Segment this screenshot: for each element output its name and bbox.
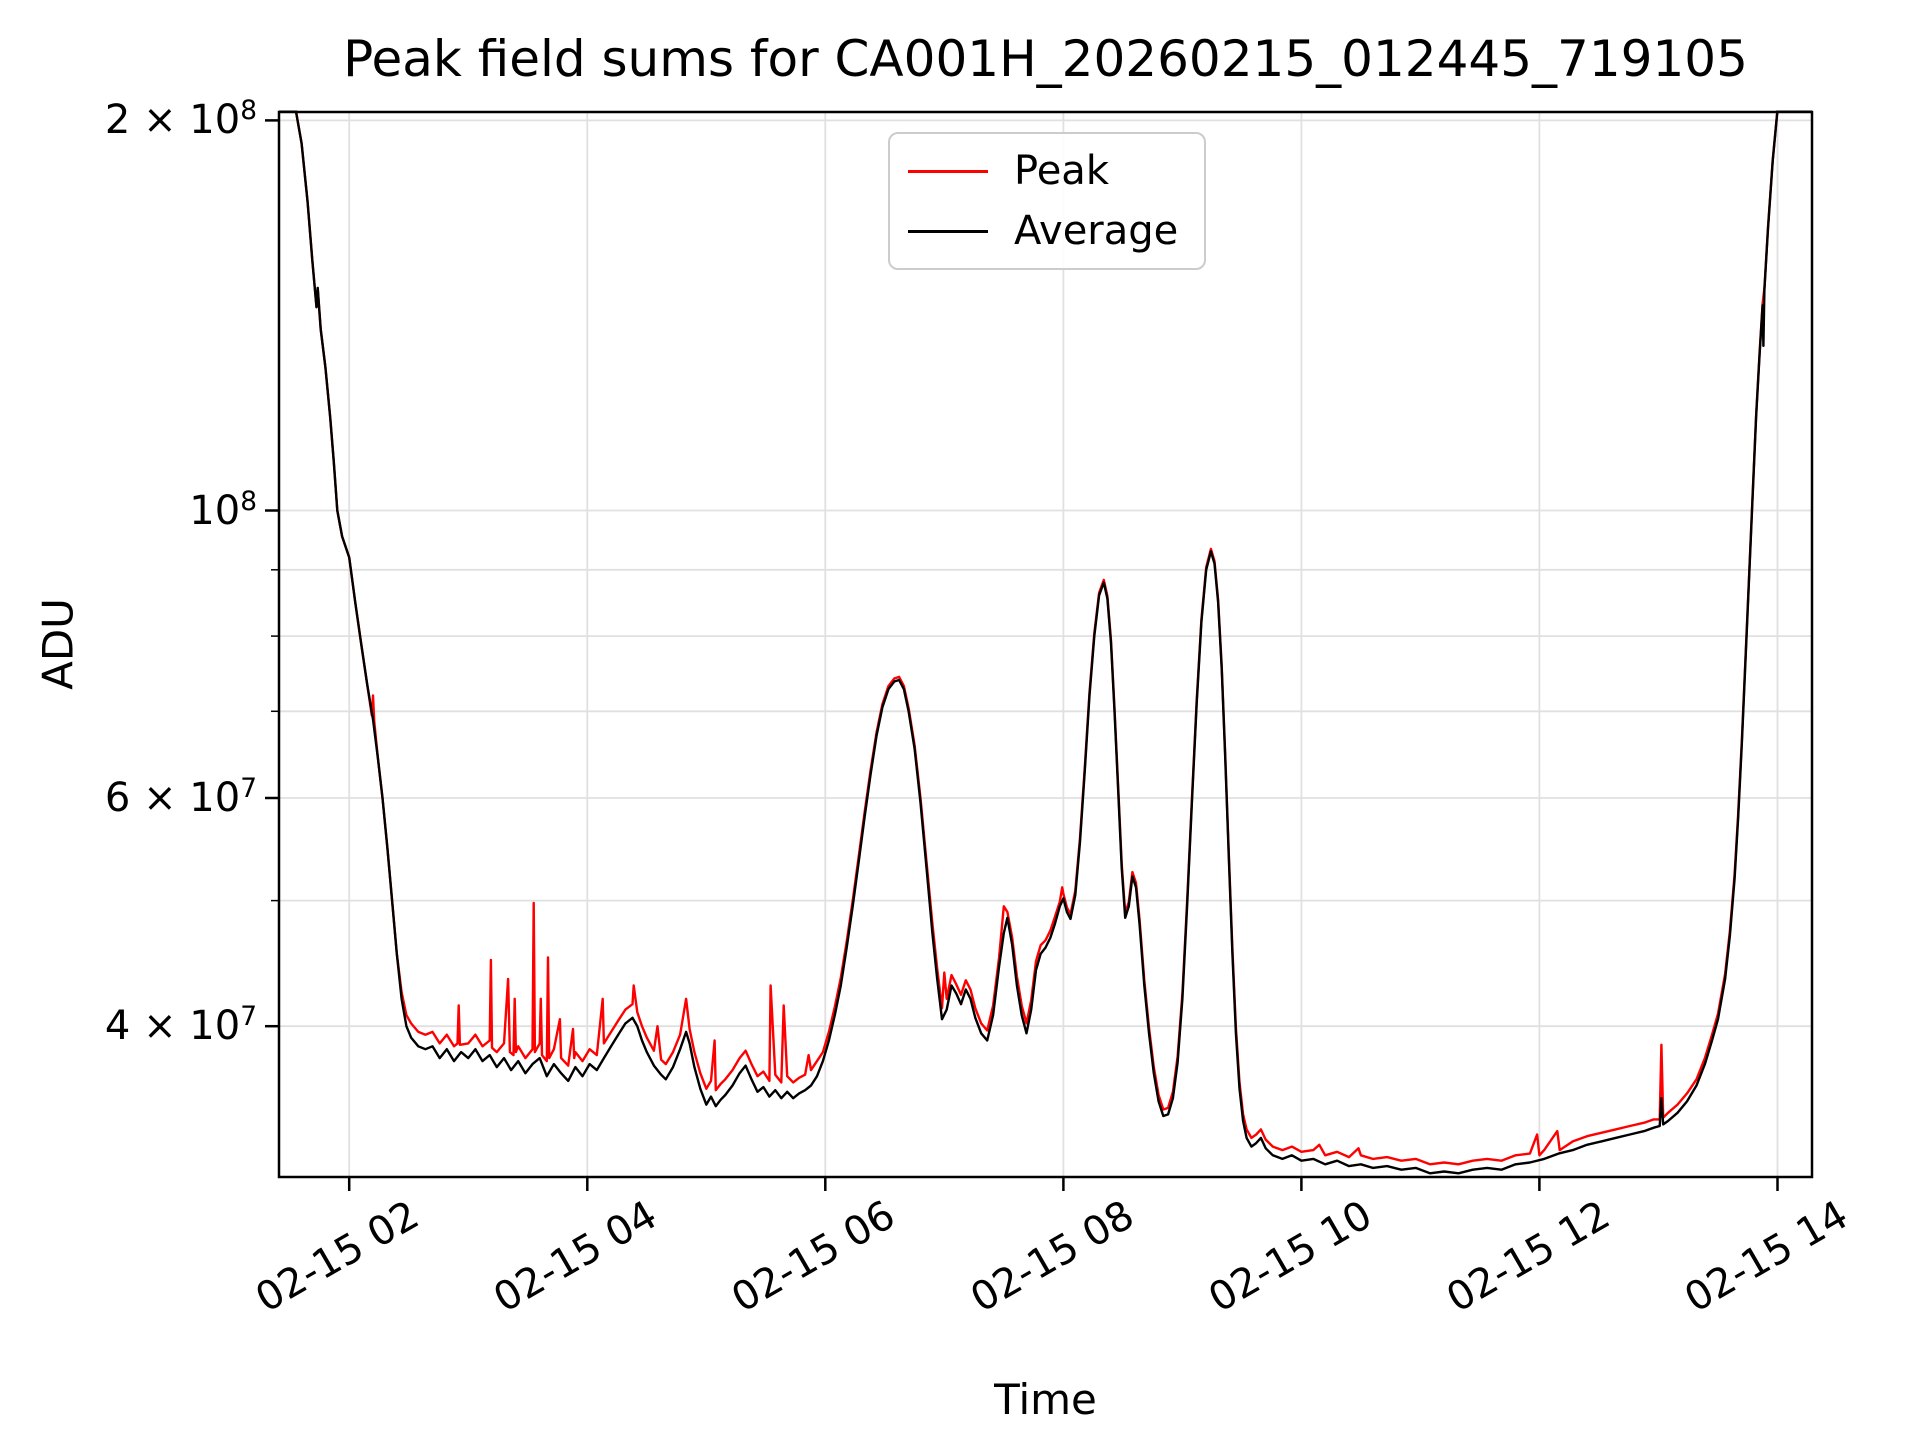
y-tick-label: 6 × 107 xyxy=(104,772,257,822)
y-tick-label: 2 × 108 xyxy=(104,95,257,144)
plot-border xyxy=(277,110,1814,1179)
x-axis-label: Time xyxy=(994,1375,1097,1424)
legend-entry-peak: Peak xyxy=(908,148,1204,194)
average-line-swatch xyxy=(908,229,988,233)
legend-label-average: Average xyxy=(1014,208,1179,254)
peak-line-swatch xyxy=(908,169,988,173)
legend-label-peak: Peak xyxy=(1014,148,1109,194)
legend: Peak Average xyxy=(888,132,1206,270)
y-tick-label: 4 × 107 xyxy=(104,1001,257,1050)
series-peak xyxy=(279,110,1812,1166)
series-average xyxy=(279,110,1812,1175)
y-tick-label: 108 xyxy=(189,485,257,534)
legend-entry-average: Average xyxy=(908,208,1204,254)
chart-title: Peak field sums for CA001H_20260215_0124… xyxy=(343,30,1748,88)
